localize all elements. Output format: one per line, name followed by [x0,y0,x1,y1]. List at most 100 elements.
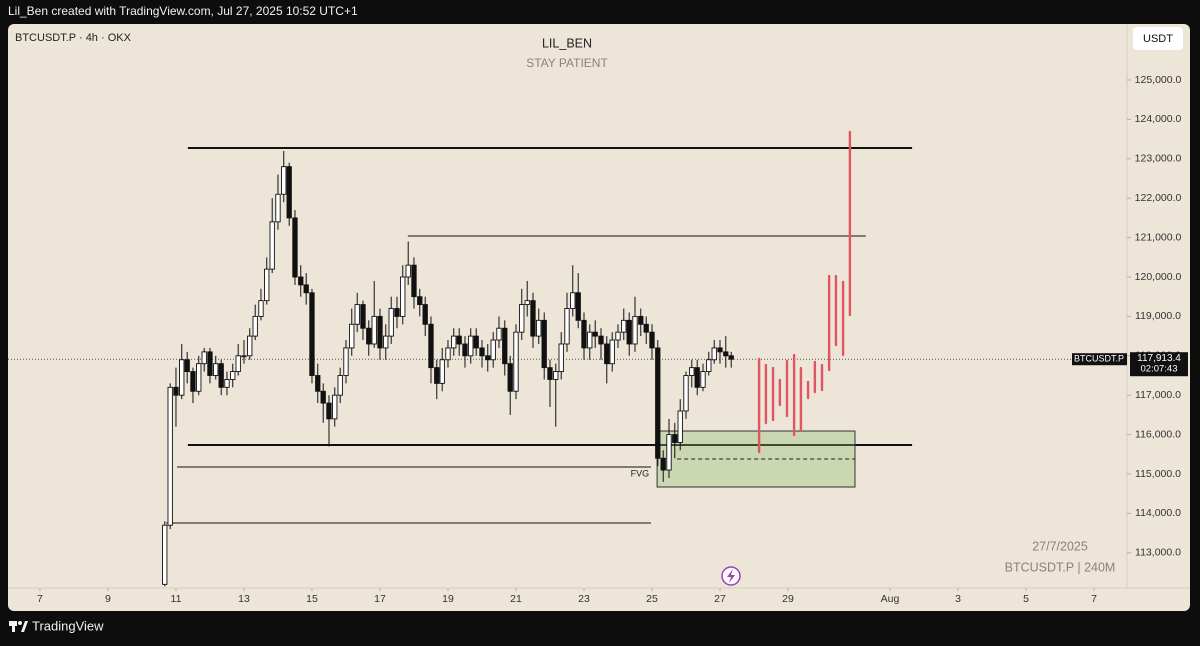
x-tick-label: Aug [881,593,900,605]
candle-body [473,335,479,349]
candle-body [536,319,542,337]
candle-body [252,315,258,337]
candle-body [275,193,281,223]
candle-body [519,304,525,333]
y-tick-label: 123,000.0 [1135,153,1182,165]
y-tick-label: 120,000.0 [1135,271,1182,283]
candle-body [411,264,417,298]
candle-body [683,375,689,412]
last-price-box [1130,352,1188,377]
x-tick-label: 11 [171,593,182,605]
candle-body [638,315,644,325]
candle-body [196,363,202,392]
candle-body [360,304,366,329]
candle-body [224,378,230,388]
candle-body [264,268,270,302]
candle-body [309,292,315,376]
candle-body [184,359,190,373]
candle-body [371,315,377,345]
candle-body [303,284,309,294]
candle-body [496,327,502,341]
candle-body [706,359,712,373]
candle-body [468,335,474,357]
candle-body [179,359,185,396]
candle-body [723,351,729,357]
candle-body [434,367,440,384]
logo-part [12,621,15,632]
candle-body [400,276,406,317]
footer-bar [0,612,1200,641]
candle-body [388,308,394,337]
y-tick-label: 115,000.0 [1135,468,1181,480]
x-tick-label: 19 [442,593,454,605]
countdown: 02:07:43 [1141,364,1178,375]
candle-body [592,331,598,337]
y-tick-label: 124,000.0 [1135,113,1182,125]
candle-body [485,355,491,361]
y-tick-label: 113,000.0 [1135,547,1181,559]
candle-body [349,323,355,349]
x-tick-label: 23 [578,593,590,605]
candle-body [570,292,576,309]
candle-body [258,300,264,317]
x-tick-label: 7 [1091,593,1097,605]
candle-body [230,371,236,380]
lightning-icon[interactable] [721,566,741,586]
y-tick-label: 117,000.0 [1135,389,1181,401]
candle-body [451,335,457,349]
candle-body [575,292,581,321]
candle-body [417,296,423,306]
header-text: Lil_Ben created with TradingView.com, Ju… [8,4,358,18]
fvg-label: FVG [631,468,650,478]
candle-body [173,386,179,396]
x-tick-label: 13 [238,593,250,605]
candle-body [632,315,638,345]
candle-body [201,351,207,365]
candle-body [666,434,672,471]
candle-body [326,402,332,420]
candle-body [541,319,547,369]
candle-body [626,319,632,345]
logo-part [21,621,28,632]
currency-button[interactable] [1133,27,1183,50]
candle-body [649,331,655,349]
candle-body [428,323,434,369]
y-tick-label: 114,000.0 [1135,507,1181,519]
candle-body [502,327,508,365]
candle-body [383,335,389,349]
x-tick-label: 9 [105,593,111,605]
logo-part [18,621,22,625]
candle-body [643,323,649,333]
candle-body [167,386,173,526]
watermark-date: 27/7/2025 [1032,539,1088,553]
candle-body [337,375,343,396]
symbol-info: BTCUSDT.P · 4h · OKX [15,32,132,44]
x-tick-label: 15 [306,593,318,605]
candle-body [292,217,298,278]
x-tick-label: 5 [1023,593,1029,605]
candle-body [711,347,717,361]
y-tick-label: 121,000.0 [1135,231,1182,243]
y-tick-label: 122,000.0 [1135,192,1182,204]
candle-body [405,264,411,278]
x-tick-label: 25 [646,593,658,605]
candle-body [728,355,734,360]
candle-body [298,276,304,286]
candle-body [269,221,275,270]
candle-body [655,347,661,459]
watermark-symbol: BTCUSDT.P | 240M [1005,560,1116,574]
symbol-tag: BTCUSDT.P [1074,354,1124,364]
candle-body [558,343,564,373]
candle-body [377,315,383,349]
candle-body [490,339,496,361]
candle-body [281,166,287,195]
candle-body [394,308,400,317]
candle-body [547,367,553,380]
candle-body [354,304,360,325]
candle-body [445,347,451,361]
candle-body [247,335,253,357]
candle-body [320,390,326,404]
candle-body [235,355,241,373]
plot-area [8,130,1127,587]
